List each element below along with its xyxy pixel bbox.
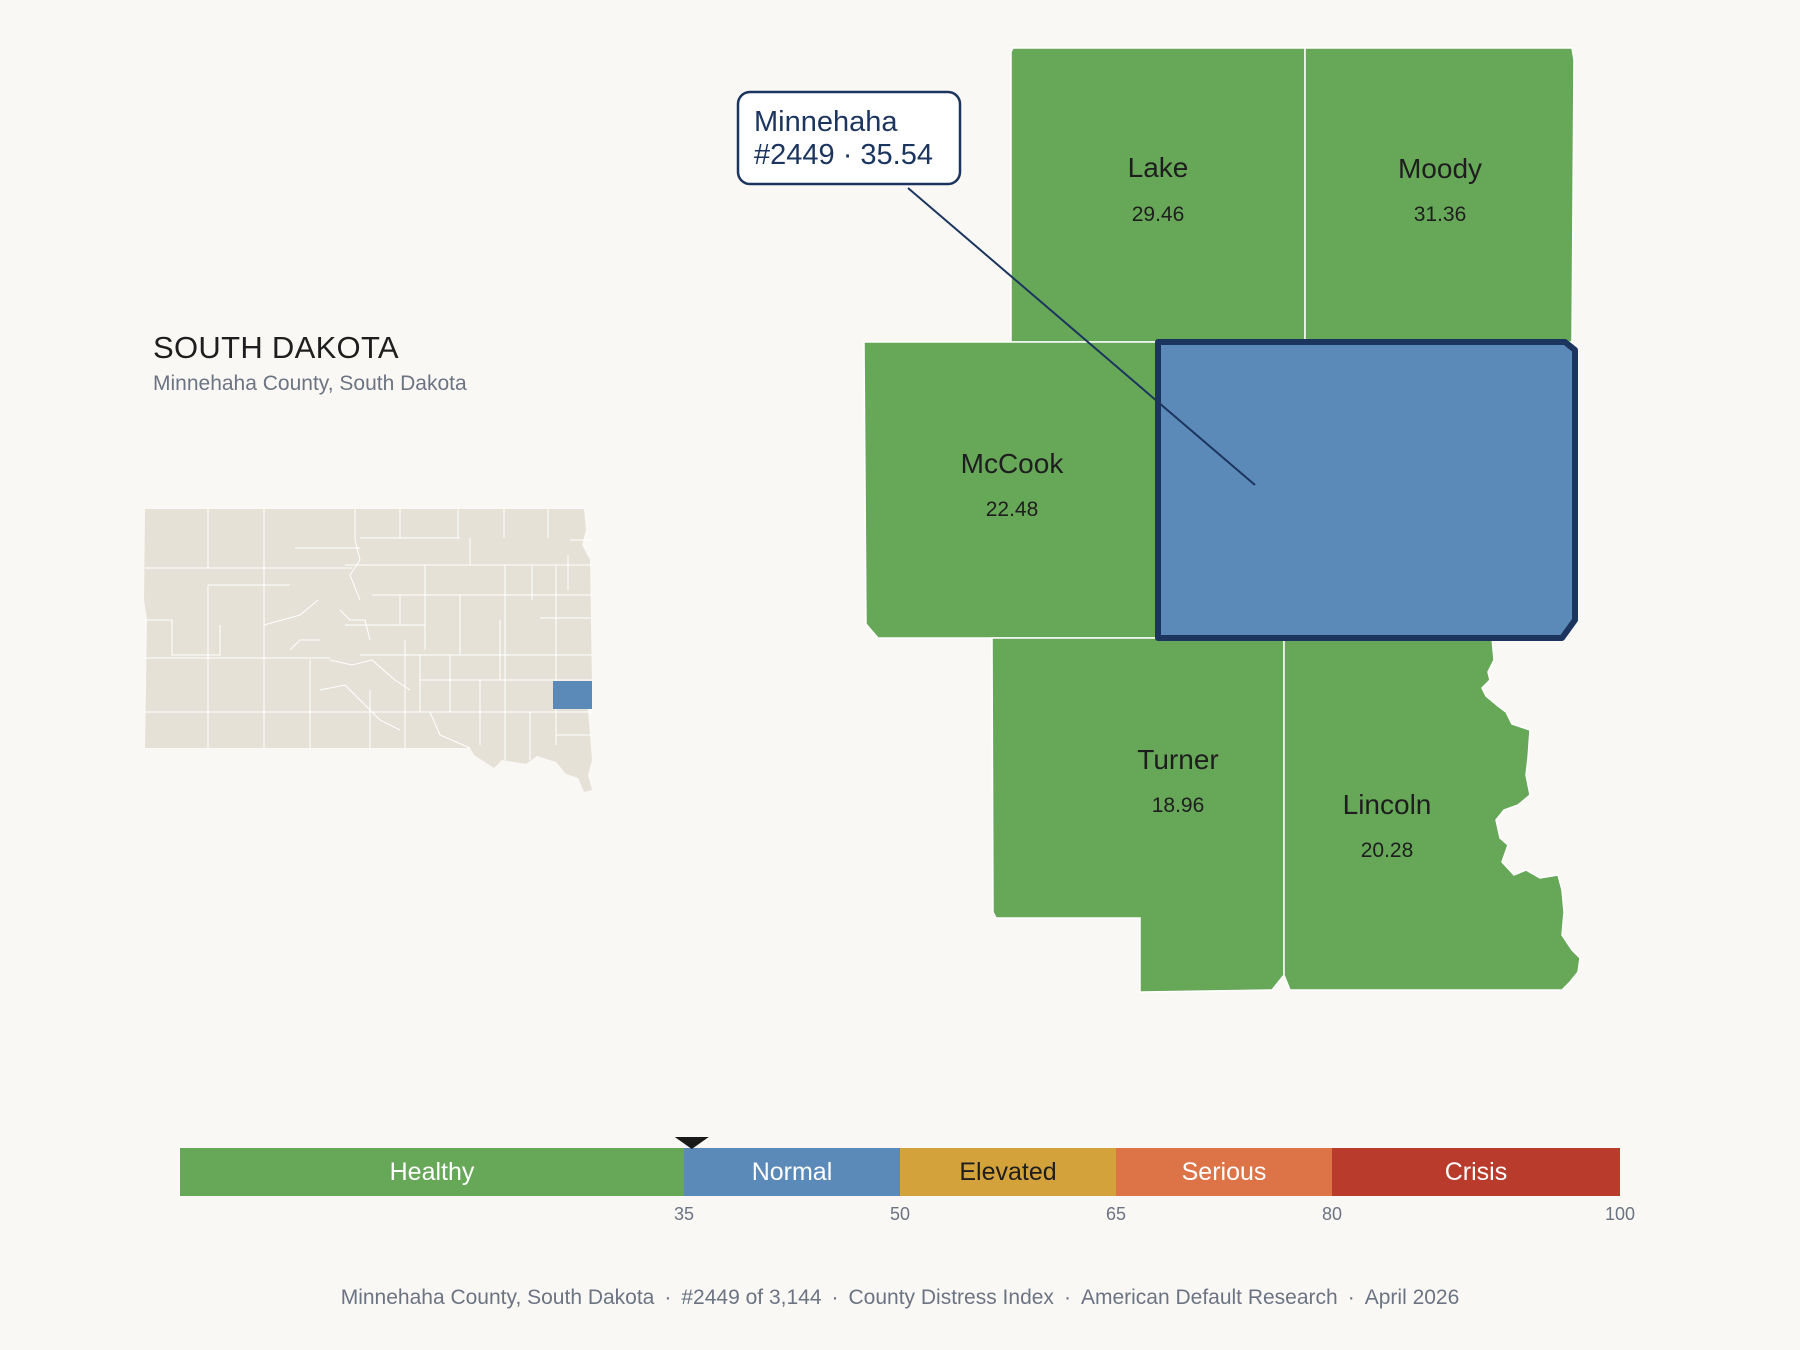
scale-segment-healthy (180, 1148, 684, 1196)
scale-segment-label: Normal (752, 1158, 833, 1186)
county-callout: Minnehaha #2449 · 35.54 (736, 90, 1256, 486)
scale-segment-label: Healthy (390, 1158, 475, 1186)
label-mccook-name: McCook (961, 448, 1065, 479)
footer-index-name: County Distress Index (848, 1286, 1054, 1309)
county-lincoln[interactable] (1283, 637, 1581, 991)
scale-tick-label: 80 (1322, 1204, 1342, 1224)
scale-segment-normal (684, 1148, 900, 1196)
footer-separator: · (1063, 1286, 1071, 1309)
scale-segment-crisis (1332, 1148, 1620, 1196)
footer-rank: #2449 of 3,144 (681, 1286, 822, 1309)
footer-separator: · (1347, 1286, 1355, 1309)
footer-county: Minnehaha County, South Dakota (340, 1286, 655, 1309)
label-lake-name: Lake (1128, 152, 1189, 183)
label-moody-value: 31.36 (1414, 203, 1467, 226)
inset-county-lines (145, 509, 592, 760)
footer-separator: · (664, 1286, 672, 1309)
county-moody[interactable] (1304, 47, 1575, 343)
footer-separator: · (831, 1286, 839, 1309)
county-lake[interactable] (1010, 47, 1306, 343)
label-lincoln-name: Lincoln (1343, 789, 1432, 820)
inset-state-map (144, 509, 592, 792)
footer-source: American Default Research (1080, 1286, 1338, 1309)
label-lincoln-value: 20.28 (1361, 839, 1414, 862)
main-county-map: Lake 29.46 Moody 31.36 McCook 22.48 Turn… (736, 47, 1581, 993)
inset-state-outline (144, 509, 592, 792)
callout-rank-score: #2449 · 35.54 (754, 139, 933, 171)
scale-tick-label: 100 (1605, 1204, 1635, 1224)
scale-tick-label: 35 (674, 1204, 694, 1224)
scale-segment-label: Crisis (1445, 1158, 1508, 1186)
callout-leader-line (907, 187, 1256, 486)
scale-tick-label: 65 (1106, 1204, 1126, 1224)
scale-segment-elevated (900, 1148, 1116, 1196)
label-lake-value: 29.46 (1132, 203, 1185, 226)
label-moody-name: Moody (1398, 153, 1482, 184)
scale-tick-label: 50 (890, 1204, 910, 1224)
distress-scale-bar: Healthy Normal Elevated Serious Crisis 35 50 65… (180, 1137, 1635, 1224)
label-mccook-value: 22.48 (986, 498, 1039, 521)
scale-segment-serious (1116, 1148, 1332, 1196)
county-minnehaha-selected[interactable] (1155, 339, 1578, 641)
callout-box (736, 90, 962, 186)
label-turner-value: 18.96 (1152, 794, 1205, 817)
footer-date: April 2026 (1364, 1286, 1460, 1309)
county-turner[interactable] (991, 637, 1285, 993)
scale-segment-label: Serious (1182, 1158, 1267, 1186)
label-turner-name: Turner (1137, 744, 1218, 775)
state-title: SOUTH DAKOTA (153, 330, 399, 365)
scale-segment-label: Elevated (959, 1158, 1056, 1186)
county-subtitle: Minnehaha County, South Dakota (153, 372, 467, 395)
inset-selected-county (553, 681, 592, 709)
callout-county-name: Minnehaha (754, 106, 898, 138)
footer: Minnehaha County, South Dakota · #2449 of … (0, 1286, 1800, 1310)
county-mccook[interactable] (863, 341, 1159, 639)
scale-marker-icon (674, 1137, 709, 1149)
county-labels: Lake 29.46 Moody 31.36 McCook 22.48 Turn… (961, 152, 1482, 862)
